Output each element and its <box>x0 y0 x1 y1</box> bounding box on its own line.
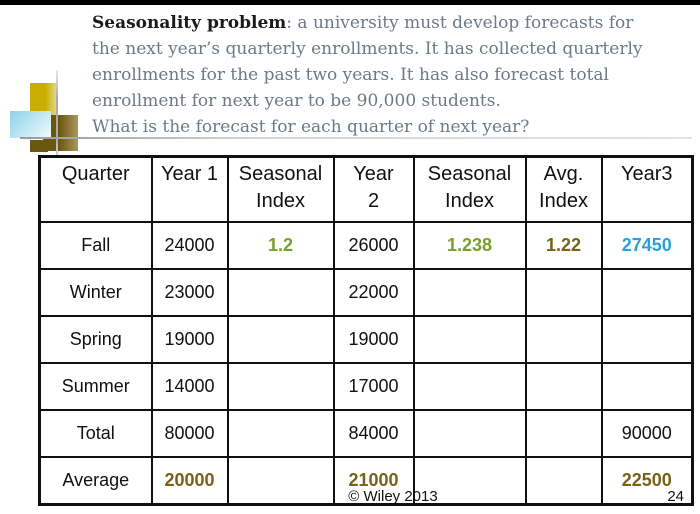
decor-brown-square-small <box>30 140 48 152</box>
table-row-average: Average 20000 21000 22500 <box>38 456 694 506</box>
row-label-spring: Spring <box>38 315 153 364</box>
col-header-seasonal-index-1: Seasonal Index <box>226 155 335 223</box>
cell-fall-seasonal-index-1: 1.2 <box>226 221 335 270</box>
decor-vertical-line <box>56 70 58 162</box>
cell-average-year1: 20000 <box>150 456 229 506</box>
table-row-spring: Spring 19000 19000 <box>38 315 694 364</box>
enrollment-table: Quarter Year 1 Seasonal Index Year 2 Sea… <box>38 155 694 506</box>
table-row-summer: Summer 14000 17000 <box>38 362 694 411</box>
cell-average-year2: 21000 <box>332 456 415 506</box>
col-header-avg-index: Avg. Index <box>524 155 603 223</box>
cell-spring-year1: 19000 <box>150 315 229 364</box>
problem-title: Seasonality problem <box>92 13 287 33</box>
cell-spring-seasonal-index-1 <box>226 315 335 364</box>
cell-fall-year1: 24000 <box>150 221 229 270</box>
table-row-total: Total 80000 84000 90000 <box>38 409 694 458</box>
cell-total-year3: 90000 <box>600 409 694 458</box>
cell-average-seasonal-index-1 <box>226 456 335 506</box>
cell-average-year3: 22500 <box>600 456 694 506</box>
cell-winter-year3 <box>600 268 694 317</box>
row-label-winter: Winter <box>38 268 153 317</box>
cell-summer-year1: 14000 <box>150 362 229 411</box>
col-header-quarter: Quarter <box>38 155 153 223</box>
problem-statement: Seasonality problem: a university must d… <box>92 10 696 140</box>
cell-total-year2: 84000 <box>332 409 415 458</box>
cell-fall-seasonal-index-2: 1.238 <box>412 221 527 270</box>
decor-horizontal-line <box>20 137 692 139</box>
cell-winter-seasonal-index-1 <box>226 268 335 317</box>
cell-fall-year2: 26000 <box>332 221 415 270</box>
cell-total-seasonal-index-2 <box>412 409 527 458</box>
table-row-fall: Fall 24000 1.2 26000 1.238 1.22 27450 <box>38 221 694 270</box>
col-header-year3: Year3 <box>600 155 694 223</box>
header-row: Quarter Year 1 Seasonal Index Year 2 Sea… <box>38 155 694 223</box>
row-label-summer: Summer <box>38 362 153 411</box>
cell-spring-year3 <box>600 315 694 364</box>
cell-fall-avg-index: 1.22 <box>524 221 603 270</box>
cell-summer-seasonal-index-2 <box>412 362 527 411</box>
row-label-average: Average <box>38 456 153 506</box>
cell-total-year1: 80000 <box>150 409 229 458</box>
cell-summer-year2: 17000 <box>332 362 415 411</box>
cell-summer-seasonal-index-1 <box>226 362 335 411</box>
cell-total-avg-index <box>524 409 603 458</box>
cell-average-seasonal-index-2 <box>412 456 527 506</box>
col-header-year1: Year 1 <box>150 155 229 223</box>
row-label-fall: Fall <box>38 221 153 270</box>
cell-average-avg-index <box>524 456 603 506</box>
col-header-year2: Year 2 <box>332 155 415 223</box>
cell-spring-avg-index <box>524 315 603 364</box>
cell-summer-avg-index <box>524 362 603 411</box>
cell-winter-seasonal-index-2 <box>412 268 527 317</box>
cell-spring-year2: 19000 <box>332 315 415 364</box>
cell-winter-avg-index <box>524 268 603 317</box>
footer-copyright: © Wiley 2013 <box>348 488 438 505</box>
cell-summer-year3 <box>600 362 694 411</box>
top-border-bar <box>0 0 700 5</box>
page-number: 24 <box>667 488 684 505</box>
decor-blue-square <box>10 111 51 138</box>
problem-body: : a university must develop forecasts fo… <box>92 13 643 137</box>
col-header-seasonal-index-2: Seasonal Index <box>412 155 527 223</box>
cell-fall-year3: 27450 <box>600 221 694 270</box>
table-row-winter: Winter 23000 22000 <box>38 268 694 317</box>
cell-total-seasonal-index-1 <box>226 409 335 458</box>
cell-winter-year2: 22000 <box>332 268 415 317</box>
cell-spring-seasonal-index-2 <box>412 315 527 364</box>
enrollment-table-wrapper: Quarter Year 1 Seasonal Index Year 2 Sea… <box>38 155 694 506</box>
row-label-total: Total <box>38 409 153 458</box>
cell-winter-year1: 23000 <box>150 268 229 317</box>
